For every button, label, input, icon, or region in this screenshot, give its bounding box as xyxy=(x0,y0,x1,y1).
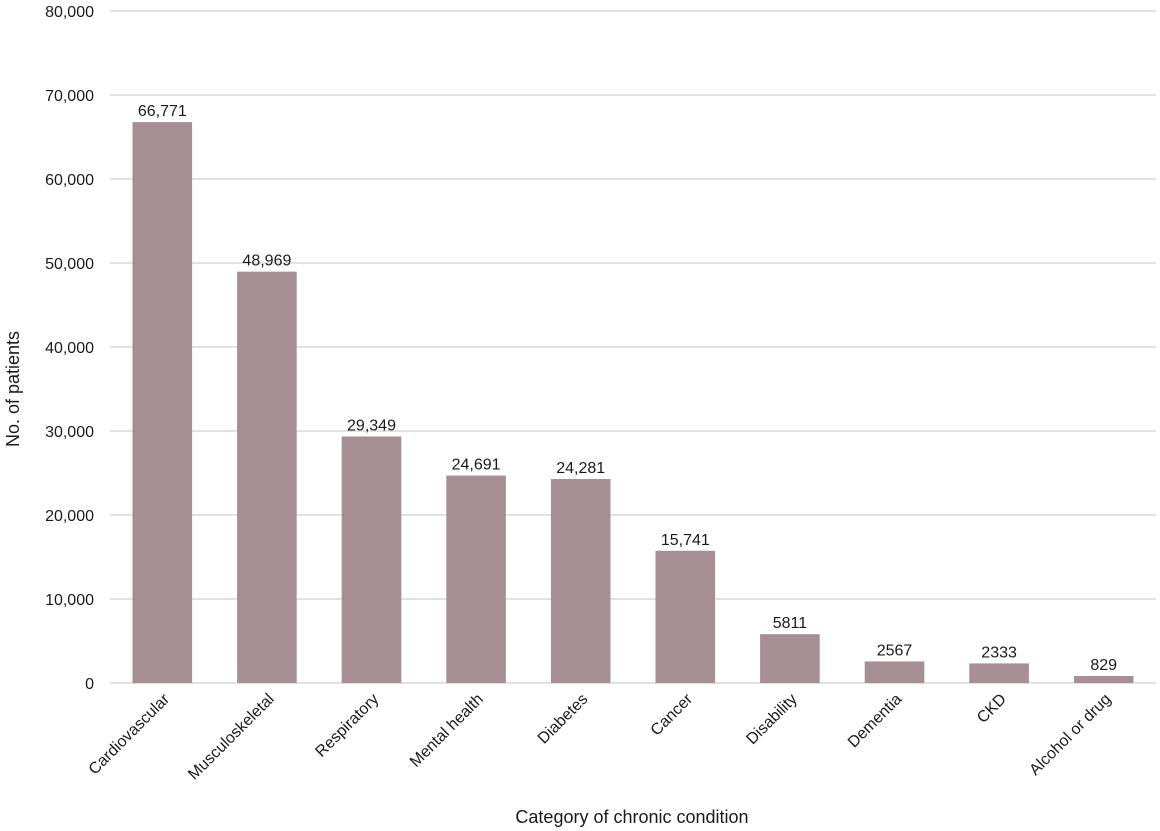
y-tick-label: 0 xyxy=(85,676,94,693)
y-tick-label: 50,000 xyxy=(45,256,94,273)
bar xyxy=(864,661,925,683)
bar xyxy=(237,271,297,683)
x-tick-label: Diabetes xyxy=(535,691,592,748)
bar xyxy=(446,475,506,683)
y-tick-label: 40,000 xyxy=(45,340,94,357)
x-tick-label: Respiratory xyxy=(312,691,382,761)
y-tick-label: 10,000 xyxy=(45,592,94,609)
data-labels: 66,771 48,969 29,349 24,691 24,281 15,741 5811… xyxy=(138,103,1117,674)
y-tick-label: 80,000 xyxy=(45,4,94,21)
x-tick-label: Cardiovascular xyxy=(86,690,174,778)
data-label: 66,771 xyxy=(138,103,187,120)
x-axis-ticks: Cardiovascular Musculoskeletal Respiratory… xyxy=(86,690,1115,783)
x-tick-label: Dementia xyxy=(845,691,906,752)
y-axis-title: No. of patients xyxy=(3,331,23,447)
data-label: 829 xyxy=(1090,657,1117,674)
x-tick-label: CKD xyxy=(974,691,1010,727)
data-label: 24,281 xyxy=(556,460,605,477)
data-label: 29,349 xyxy=(347,417,396,434)
y-tick-label: 70,000 xyxy=(45,88,94,105)
bar xyxy=(341,436,402,683)
bar xyxy=(760,634,820,683)
y-tick-label: 60,000 xyxy=(45,172,94,189)
bar xyxy=(1073,676,1134,683)
data-label: 15,741 xyxy=(661,532,710,549)
y-tick-label: 20,000 xyxy=(45,508,94,525)
x-tick-label: Mental health xyxy=(407,691,487,771)
bar xyxy=(655,550,716,683)
x-tick-label: Musculoskeletal xyxy=(185,691,278,784)
data-label: 24,691 xyxy=(452,457,501,474)
x-tick-label: Disability xyxy=(743,691,800,748)
bar xyxy=(969,663,1029,683)
data-label: 2333 xyxy=(981,644,1017,661)
y-tick-label: 30,000 xyxy=(45,424,94,441)
x-tick-label: Cancer xyxy=(648,690,697,739)
y-axis-ticks: 0 10,000 20,000 30,000 40,000 50,000 60,000 70,… xyxy=(45,4,94,693)
x-tick-label: Alcohol or drug xyxy=(1026,691,1114,779)
x-axis-title: Category of chronic condition xyxy=(515,807,748,827)
data-label: 5811 xyxy=(773,615,808,632)
bar xyxy=(132,122,193,683)
data-label: 48,969 xyxy=(242,253,291,270)
bar xyxy=(550,479,611,683)
data-label: 2567 xyxy=(877,642,913,659)
bars xyxy=(132,122,1134,683)
